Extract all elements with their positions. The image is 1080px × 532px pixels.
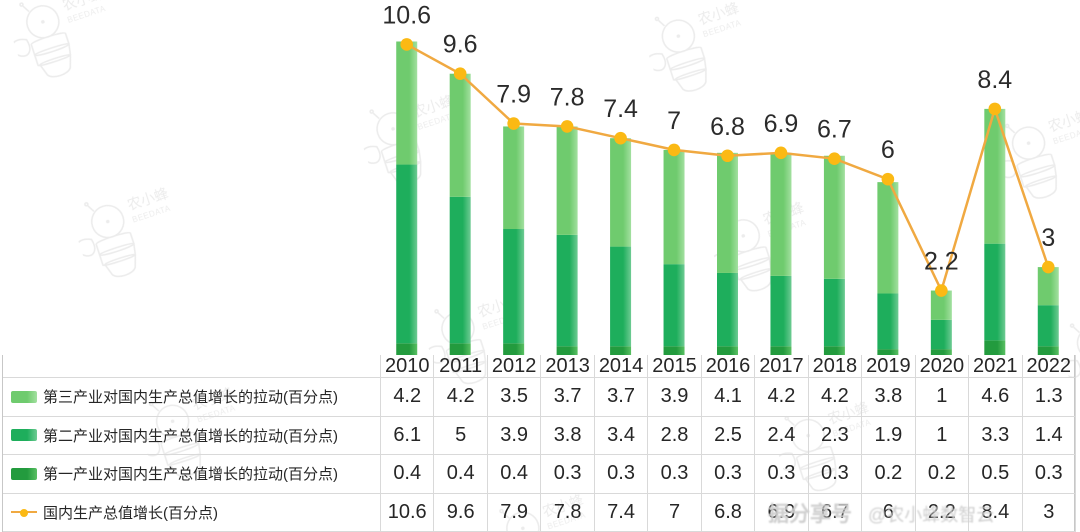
svg-text:6.7: 6.7 [817,116,852,144]
svg-text:9.6: 9.6 [443,31,478,59]
svg-text:7: 7 [667,107,681,135]
svg-text:8.4: 8.4 [977,66,1012,94]
svg-text:7.9: 7.9 [496,81,531,109]
svg-text:6: 6 [881,136,895,164]
svg-text:7.4: 7.4 [603,95,638,123]
svg-text:6.9: 6.9 [764,110,799,138]
svg-text:10.6: 10.6 [382,1,431,29]
svg-text:7.8: 7.8 [550,83,585,111]
svg-text:6.8: 6.8 [710,113,745,141]
svg-text:2.2: 2.2 [924,248,959,276]
svg-text:3: 3 [1041,224,1055,252]
